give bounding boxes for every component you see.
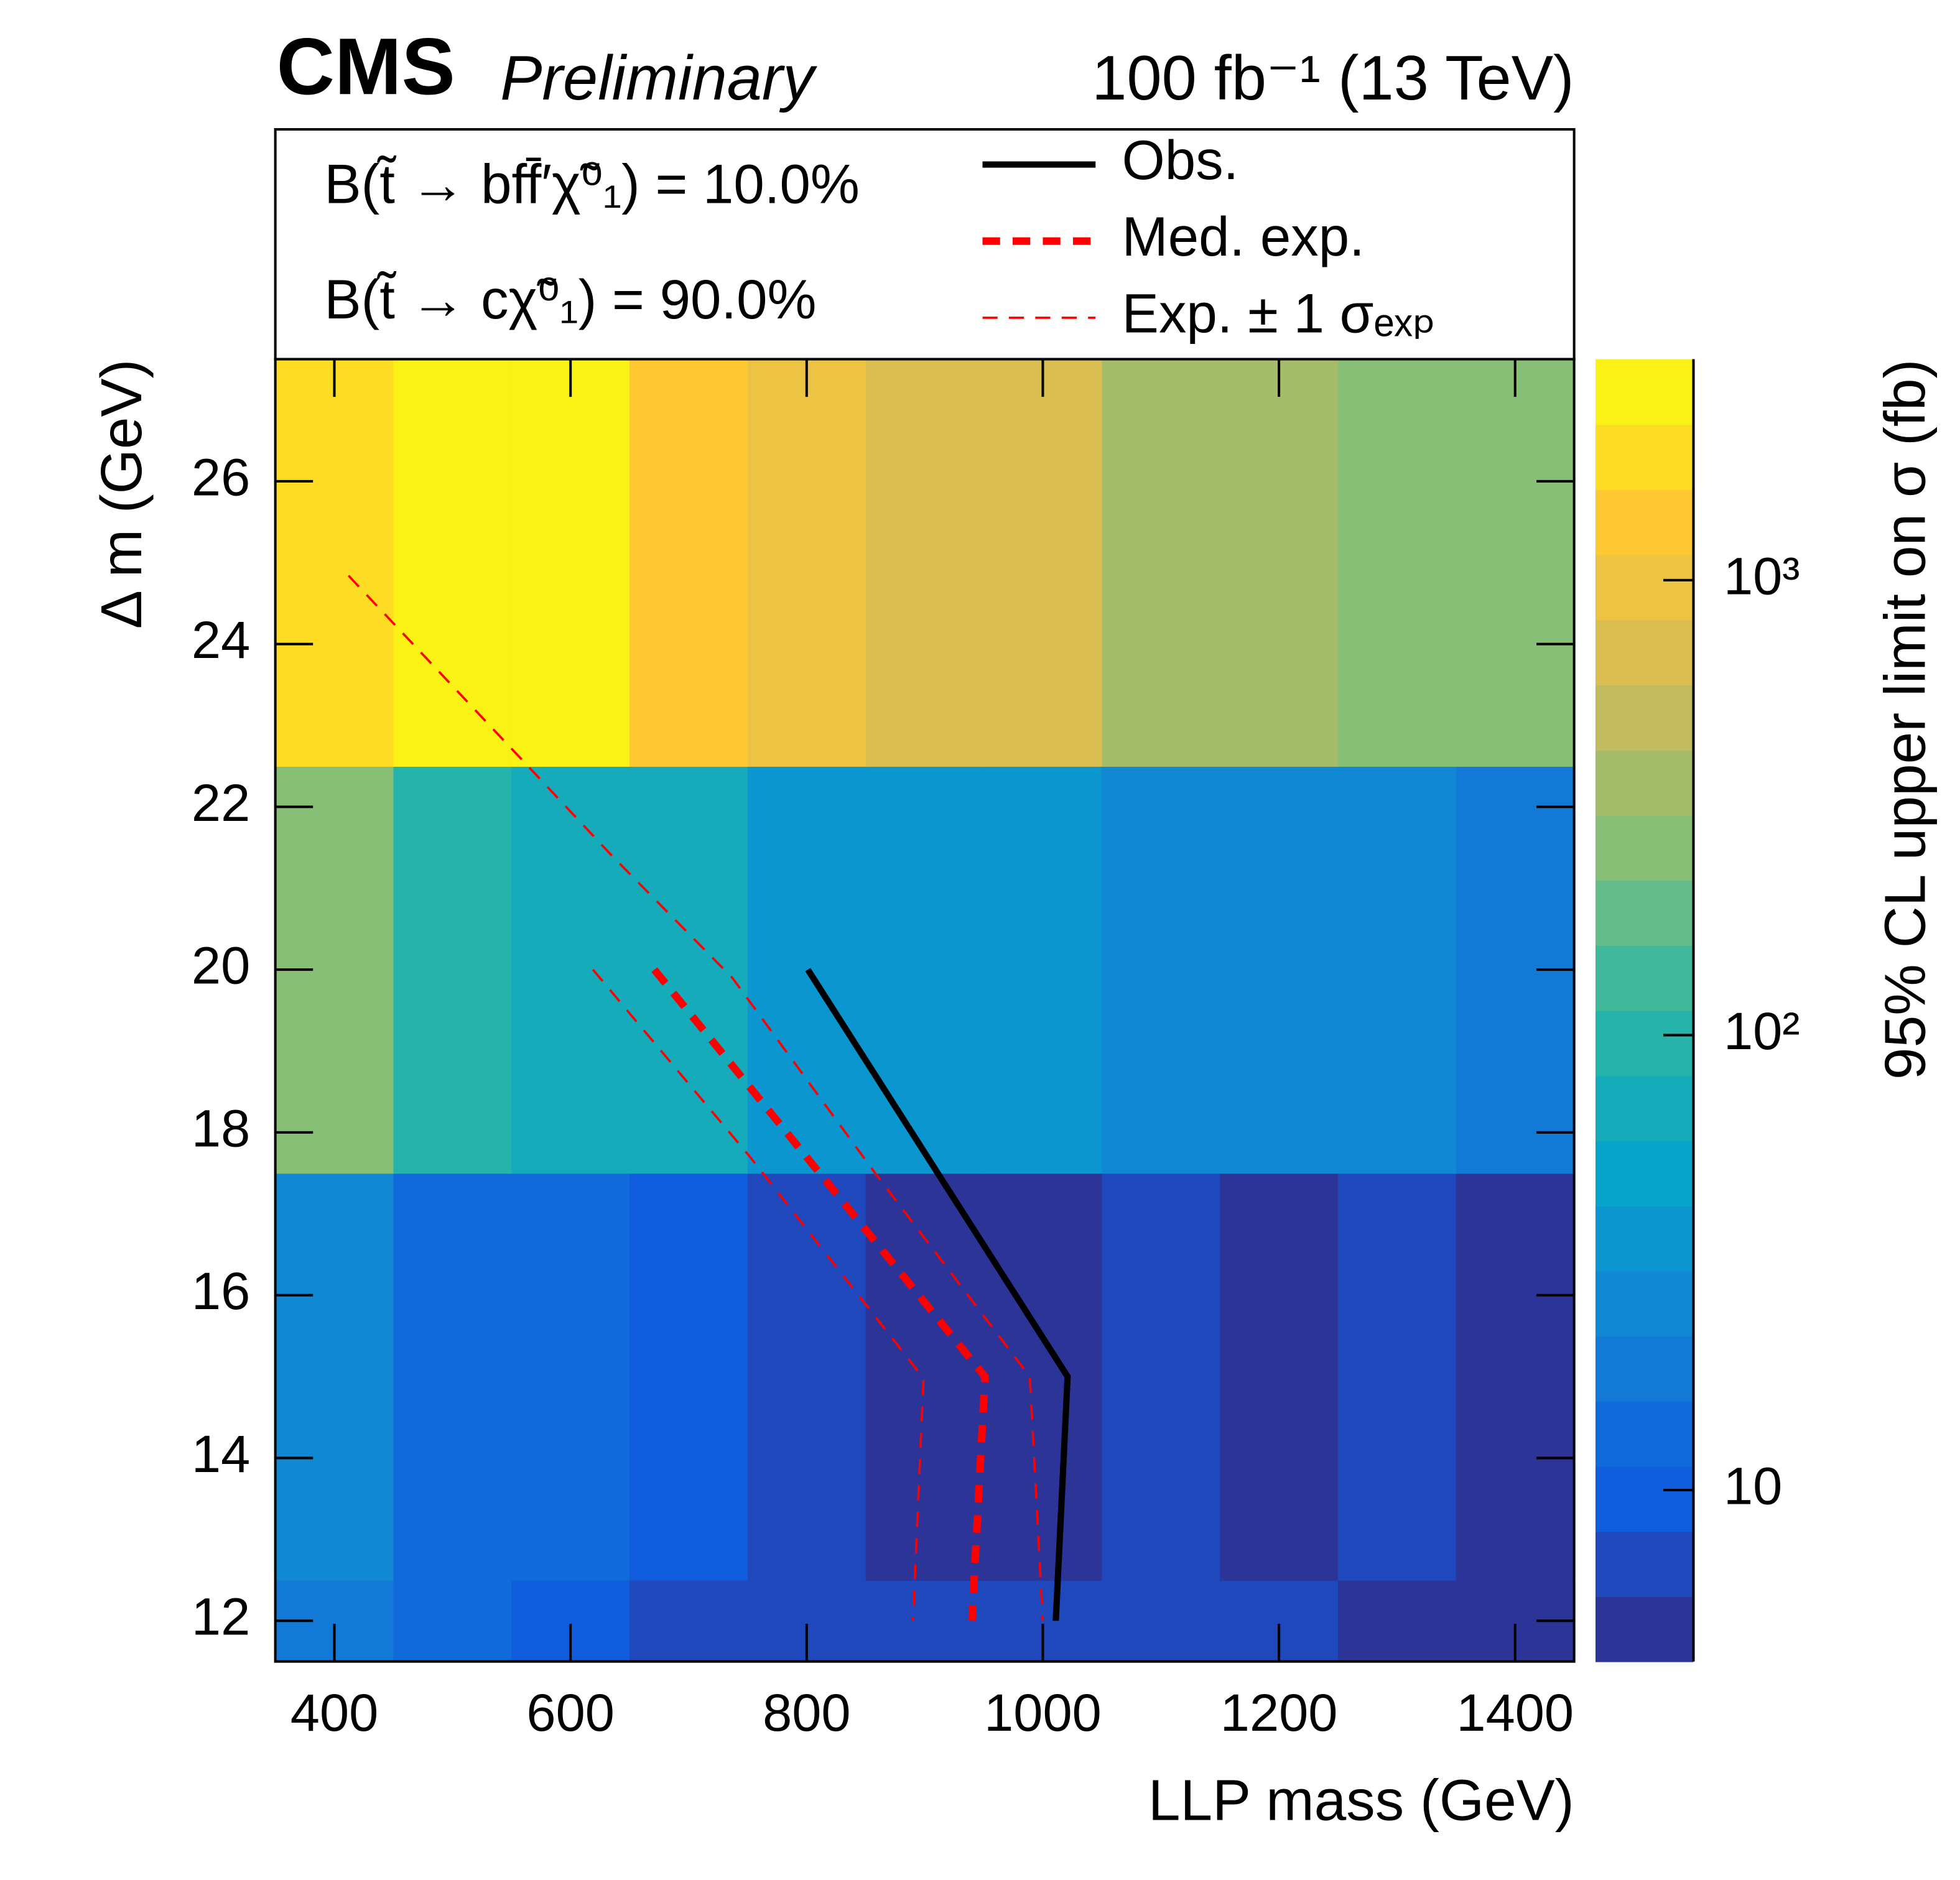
- heatmap-cell: [1220, 766, 1339, 1174]
- heatmap-cell: [1338, 1173, 1457, 1581]
- x-tick-label: 600: [526, 1683, 614, 1742]
- colorbar-band: [1595, 1205, 1694, 1272]
- y-tick-label: 26: [192, 447, 250, 506]
- x-axis-label: LLP mass (GeV): [1148, 1767, 1574, 1832]
- heatmap-cell: [865, 1580, 985, 1662]
- colorbar-band: [1595, 1401, 1694, 1467]
- colorbar-band: [1595, 1271, 1694, 1337]
- heatmap-cell: [747, 766, 866, 1174]
- colorbar-band: [1595, 554, 1694, 621]
- colorbar-band: [1595, 749, 1694, 816]
- heatmap-cell: [393, 766, 513, 1174]
- heatmap-cell: [393, 1173, 513, 1581]
- y-tick-label: 22: [192, 773, 250, 832]
- colorbar-band: [1595, 1466, 1694, 1532]
- colorbar-band: [1595, 685, 1694, 751]
- heatmap-cell: [629, 1173, 748, 1581]
- colorbar-band: [1595, 1010, 1694, 1077]
- y-tick-label: 20: [192, 936, 250, 995]
- heatmap-cell: [1102, 359, 1221, 767]
- heatmap-cell: [983, 766, 1103, 1174]
- heatmap-cell: [1456, 1173, 1575, 1581]
- colorbar-band: [1595, 1336, 1694, 1402]
- heatmap-cell: [865, 359, 985, 767]
- heatmap-cell: [1456, 359, 1575, 767]
- plot-frame: [274, 358, 1576, 1663]
- colorbar-tick-label: 10: [1724, 1456, 1782, 1515]
- heatmap-cell: [629, 359, 748, 767]
- colorbar-band: [1595, 489, 1694, 555]
- limit-line: [651, 967, 989, 1621]
- heatmap-cell: [1338, 1580, 1457, 1662]
- heatmap-cell: [1102, 766, 1221, 1174]
- heatmap-cell: [1102, 1580, 1221, 1662]
- annotation: B(t̃ → bff̄′χ̃⁰₁) = 10.0%: [324, 153, 860, 215]
- chart-subtitle: Preliminary: [500, 44, 817, 113]
- colorbar-band: [1595, 619, 1694, 686]
- y-tick-label: 16: [192, 1261, 250, 1320]
- heatmap-cell: [983, 1173, 1103, 1581]
- legend-box: [274, 127, 1576, 361]
- colorbar-band: [1595, 1140, 1694, 1206]
- legend-label: Exp. ± 1 σₑₓₚ: [1122, 282, 1436, 344]
- chart-title: CMS: [277, 22, 455, 111]
- y-axis-label: Δ m (GeV): [89, 359, 154, 629]
- colorbar-band: [1595, 1596, 1694, 1662]
- y-tick-label: 12: [192, 1587, 250, 1646]
- x-tick-label: 800: [763, 1683, 850, 1742]
- heatmap-cell: [865, 766, 985, 1174]
- y-tick-label: 18: [192, 1098, 250, 1157]
- colorbar-band: [1595, 815, 1694, 881]
- colorbar-band: [1595, 359, 1694, 425]
- colorbar-band: [1595, 1075, 1694, 1142]
- colorbar-label: 95% CL upper limit on σ (fb): [1872, 359, 1937, 1080]
- colorbar-band: [1595, 424, 1694, 490]
- x-tick-label: 1000: [984, 1683, 1102, 1742]
- heatmap-cell: [747, 1173, 866, 1581]
- heatmap-cell: [1338, 359, 1457, 767]
- colorbar-tick-label: 10²: [1724, 1001, 1800, 1060]
- y-tick-label: 14: [192, 1424, 250, 1483]
- heatmap-cell: [511, 766, 631, 1174]
- heatmap-cell: [747, 359, 866, 767]
- colorbar-tick-label: 10³: [1724, 546, 1800, 605]
- heatmap-cell: [865, 1173, 985, 1581]
- x-tick-label: 1400: [1456, 1683, 1574, 1742]
- limit-line: [347, 575, 1044, 1621]
- heatmap-cell: [393, 359, 513, 767]
- x-tick-label: 1200: [1220, 1683, 1338, 1742]
- annotation: B(t̃ → cχ̃⁰₁) = 90.0%: [324, 269, 816, 330]
- heatmap-cell: [511, 1173, 631, 1581]
- colorbar-band: [1595, 945, 1694, 1011]
- heatmap-cell: [983, 359, 1103, 767]
- heatmap-cell: [511, 359, 631, 767]
- heatmap-cell: [1220, 359, 1339, 767]
- legend-label: Med. exp.: [1122, 206, 1365, 267]
- heatmap-cell: [1338, 766, 1457, 1174]
- colorbar-band: [1595, 880, 1694, 946]
- legend-label: Obs.: [1122, 129, 1239, 191]
- x-tick-label: 400: [290, 1683, 378, 1742]
- colorbar-band: [1595, 1531, 1694, 1597]
- heatmap-cell: [629, 1580, 748, 1662]
- heatmap-cell: [393, 1580, 513, 1662]
- lumi-label: 100 fb⁻¹ (13 TeV): [1092, 44, 1574, 113]
- heatmap-cell: [1102, 1173, 1221, 1581]
- limit-line: [805, 968, 1071, 1621]
- heatmap-cell: [1220, 1173, 1339, 1581]
- y-tick-label: 24: [192, 610, 250, 669]
- heatmap-cell: [275, 1173, 394, 1581]
- heatmap-cell: [629, 766, 748, 1174]
- heatmap-cell: [275, 359, 394, 767]
